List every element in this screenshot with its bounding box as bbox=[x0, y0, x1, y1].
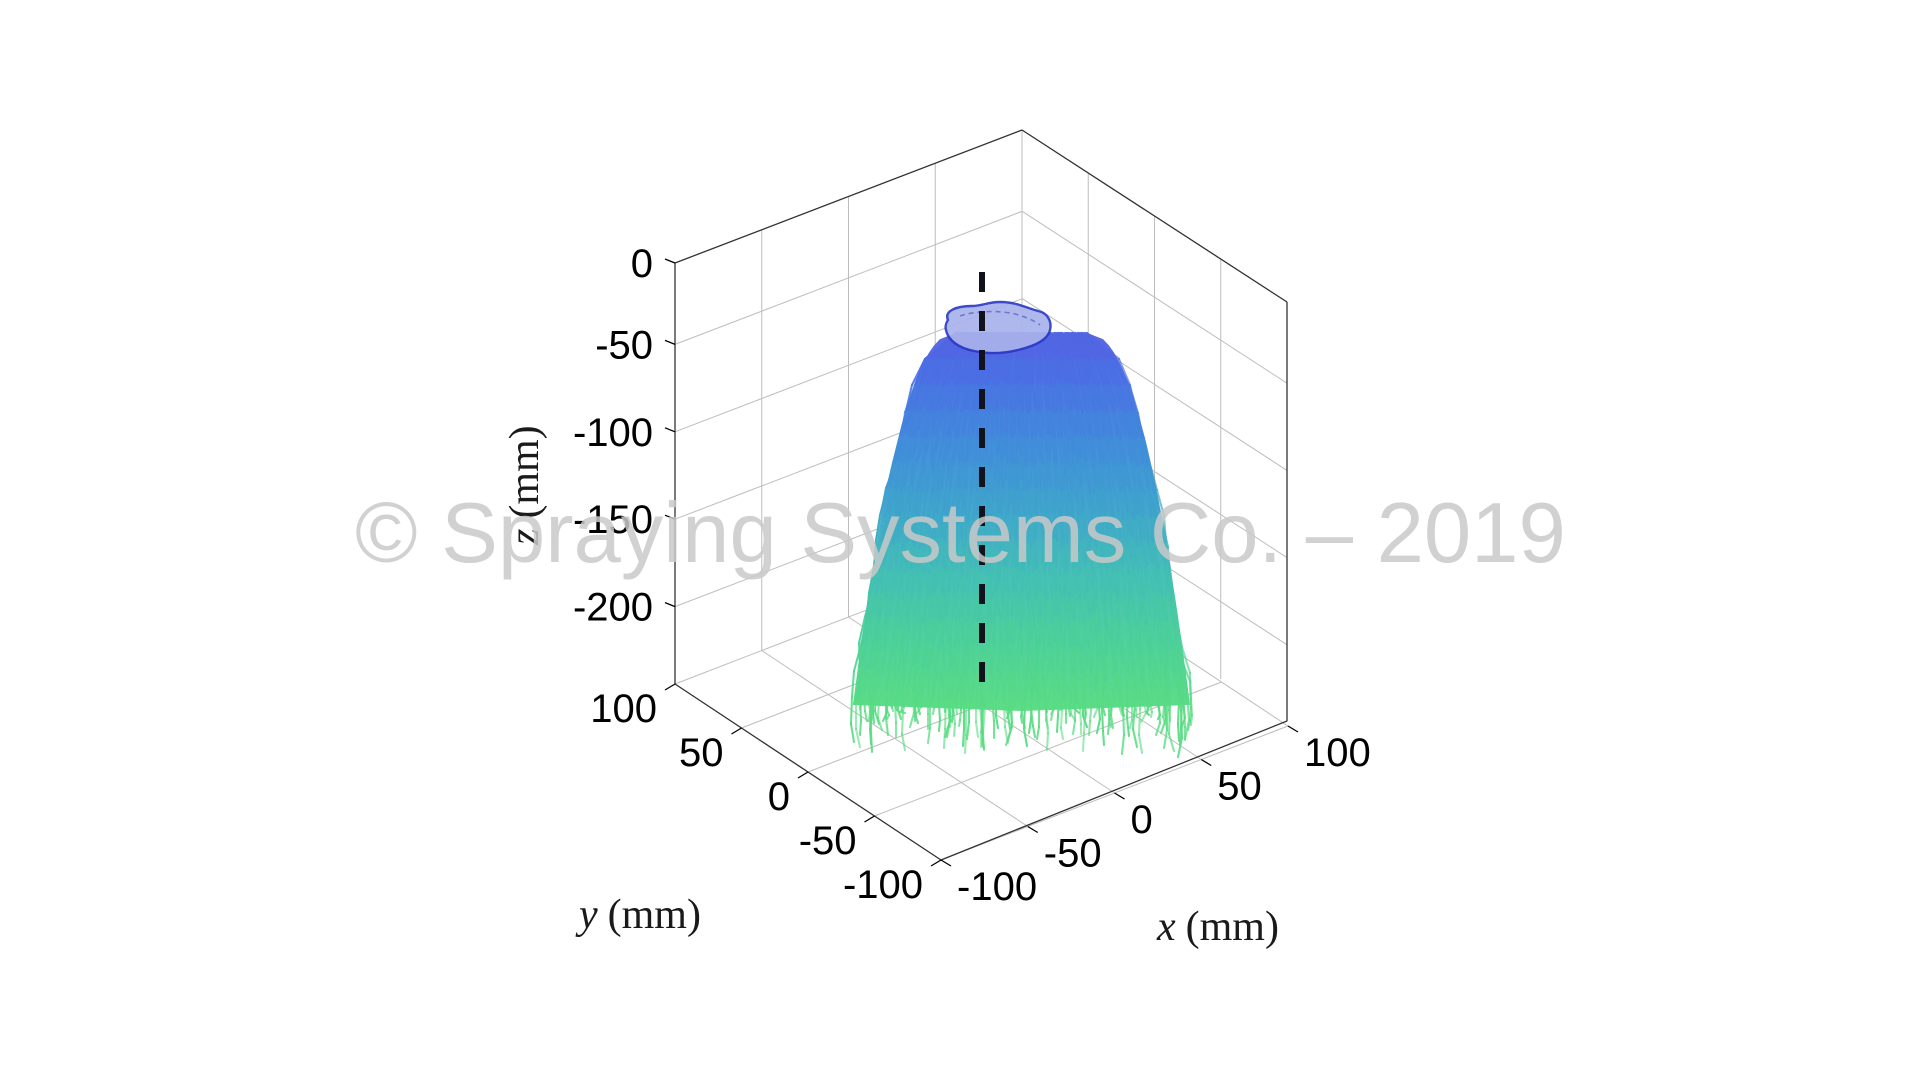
svg-text:100: 100 bbox=[590, 687, 657, 731]
svg-text:-100: -100 bbox=[573, 411, 653, 455]
svg-text:-50: -50 bbox=[799, 819, 857, 863]
svg-text:50: 50 bbox=[1217, 765, 1262, 809]
svg-text:-200: -200 bbox=[573, 586, 653, 630]
svg-text:0: 0 bbox=[1131, 798, 1153, 842]
svg-text:-50: -50 bbox=[595, 323, 653, 367]
svg-text:-100: -100 bbox=[957, 865, 1037, 909]
svg-text:-50: -50 bbox=[1044, 832, 1102, 876]
svg-text:100: 100 bbox=[1304, 731, 1371, 775]
svg-text:0: 0 bbox=[631, 242, 653, 286]
svg-text:© Spraying Systems Co. – 2019: © Spraying Systems Co. – 2019 bbox=[355, 486, 1566, 581]
svg-text:-100: -100 bbox=[843, 863, 923, 907]
svg-text:x(mm): x (mm) bbox=[1156, 904, 1279, 950]
svg-text:0: 0 bbox=[768, 775, 790, 819]
svg-text:y(mm): y (mm) bbox=[575, 892, 701, 938]
svg-text:50: 50 bbox=[679, 731, 724, 775]
